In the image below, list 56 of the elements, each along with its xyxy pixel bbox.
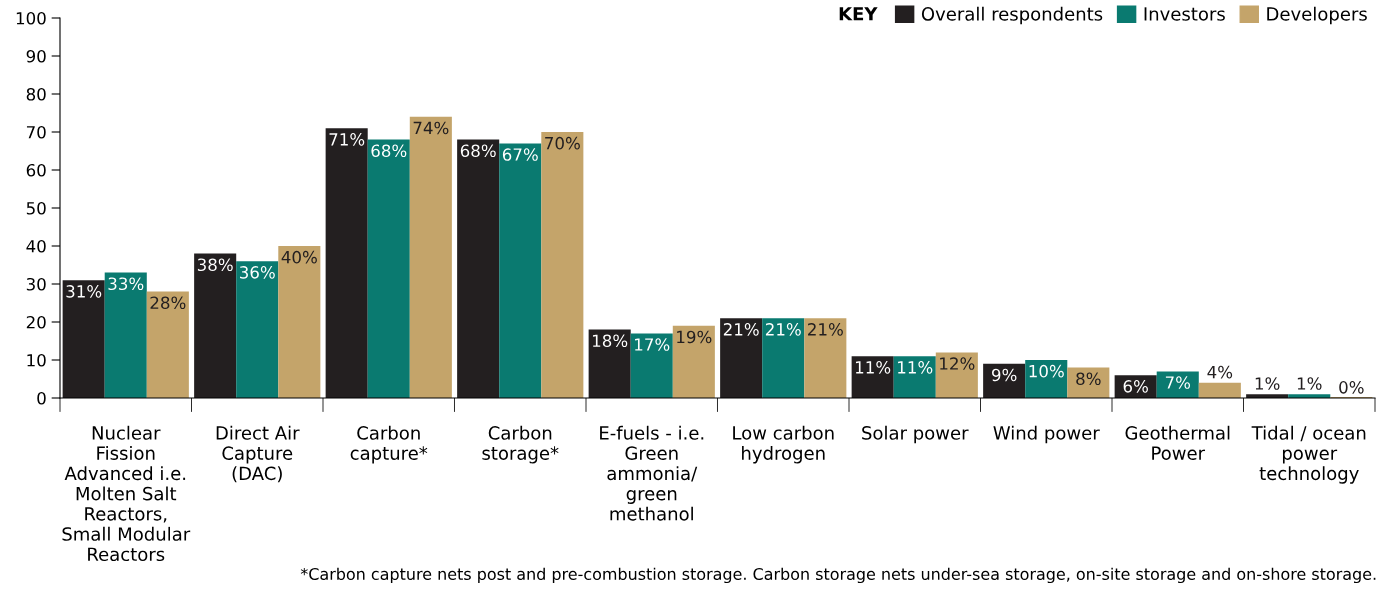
x-tick-label: Wind power: [993, 425, 1100, 444]
legend-title: KEY: [839, 7, 878, 21]
data-label: 6%: [1123, 380, 1148, 393]
data-label: 11%: [855, 361, 891, 374]
x-tick-label: Direct Air Capture (DAC): [216, 425, 300, 483]
data-label: 38%: [197, 258, 233, 272]
data-label: 67%: [502, 148, 538, 161]
x-tick-label: Geothermal Power: [1125, 425, 1230, 460]
data-label: 21%: [808, 323, 843, 336]
data-label: 36%: [240, 266, 275, 279]
data-label: 18%: [592, 334, 628, 348]
y-tick-label: 10: [27, 353, 46, 367]
data-label: 19%: [677, 330, 712, 344]
y-tick-label: 60: [26, 163, 46, 177]
data-label: 12%: [940, 357, 975, 370]
data-label: 7%: [1165, 376, 1191, 389]
y-tick-label: 50: [26, 201, 46, 215]
data-label: 70%: [545, 136, 580, 150]
y-tick-label: 30: [26, 277, 46, 291]
y-tick-label: 80: [26, 87, 46, 101]
x-tick-label: E-fuels - i.e. Green ammonia/ green methanol: [600, 425, 704, 521]
data-label: 8%: [1076, 372, 1101, 386]
data-label: 68%: [460, 144, 496, 158]
data-label: 17%: [635, 338, 670, 351]
data-label: 10%: [1029, 364, 1064, 378]
x-tick-label: Low carbon hydrogen: [733, 425, 834, 464]
x-tick-label: Carbon capture*: [350, 425, 428, 464]
text: *Carbon capture nets post and pre-combustion storage. Carbon storage nets under-sea storage, on-site storage and on-shore storage.: [300, 567, 1376, 584]
data-label: 1%: [1255, 377, 1280, 390]
legend-label: Investors: [1144, 7, 1225, 21]
y-tick-label: 40: [26, 239, 46, 253]
data-label: 11%: [898, 361, 933, 374]
data-label: 33%: [108, 277, 144, 291]
data-label: 9%: [992, 368, 1017, 382]
legend-label: Developers: [1267, 6, 1367, 25]
data-label: 28%: [150, 296, 186, 310]
x-tick-label: Tidal / ocean power technology: [1251, 425, 1366, 484]
y-tick-label: 90: [26, 49, 46, 63]
data-label: 21%: [765, 323, 801, 336]
x-tick-label: Nuclear Fission Advanced i.e. Molten Salt Reactors, Small Modular Reactors: [62, 425, 191, 562]
data-label: 40%: [281, 250, 317, 264]
y-tick-label: 70: [26, 125, 46, 139]
data-label: 74%: [413, 121, 449, 135]
data-label: 4%: [1207, 365, 1233, 379]
data-label: 31%: [66, 285, 102, 298]
x-tick-label: Solar power: [862, 425, 969, 444]
data-label: 1%: [1297, 377, 1322, 390]
legend-label: Overall respondents: [921, 6, 1103, 25]
y-tick-label: 0: [37, 391, 46, 405]
data-label: 71%: [329, 133, 365, 146]
y-tick-label: 100: [16, 11, 46, 25]
x-tick-label: Carbon storage*: [482, 425, 559, 464]
y-tick-label: 20: [26, 315, 46, 329]
data-label: 68%: [371, 144, 407, 158]
data-label: 21%: [723, 323, 759, 336]
data-label: 0%: [1339, 381, 1364, 394]
